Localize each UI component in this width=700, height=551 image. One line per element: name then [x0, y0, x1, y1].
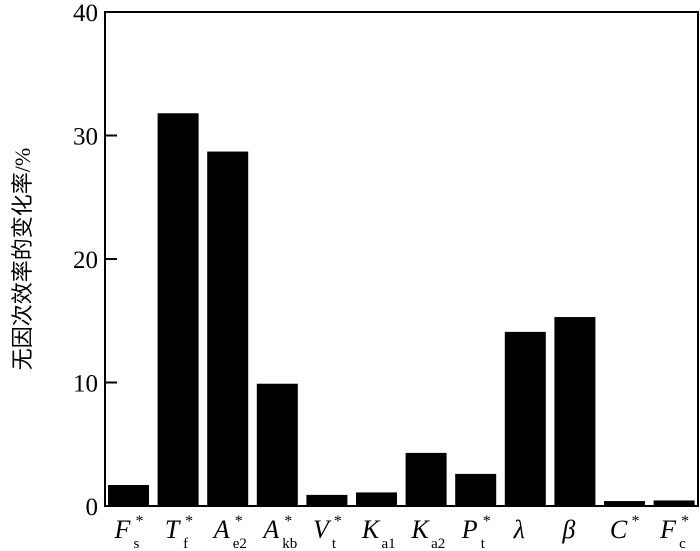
- y-tick-label: 20: [73, 247, 98, 274]
- svg-text:*: *: [185, 513, 193, 530]
- x-tick-label: F * c: [659, 513, 689, 551]
- svg-text:β: β: [561, 515, 575, 544]
- bar: [405, 452, 447, 506]
- bar: [604, 501, 645, 506]
- y-tick-label: 10: [73, 371, 98, 398]
- svg-text:K: K: [410, 515, 430, 544]
- bar: [256, 383, 298, 506]
- y-tick-label: 40: [73, 0, 98, 27]
- bar: [504, 331, 546, 506]
- bar: [157, 113, 199, 507]
- y-axis-label: 无因次效率的变化率/%: [10, 148, 35, 370]
- svg-text:t: t: [332, 536, 337, 551]
- svg-text:*: *: [284, 513, 292, 530]
- x-tick-label: λ: [513, 515, 525, 544]
- svg-text:*: *: [235, 513, 243, 530]
- svg-text:*: *: [483, 513, 491, 530]
- svg-text:F: F: [114, 515, 132, 544]
- bar: [653, 500, 695, 506]
- svg-text:A: A: [212, 515, 230, 544]
- svg-text:*: *: [681, 513, 689, 530]
- y-tick-label: 0: [86, 494, 99, 521]
- bar: [207, 151, 249, 506]
- svg-text:f: f: [183, 536, 188, 551]
- svg-text:kb: kb: [282, 536, 297, 551]
- svg-text:λ: λ: [513, 515, 525, 544]
- svg-text:t: t: [481, 536, 486, 551]
- svg-text:*: *: [632, 513, 640, 530]
- x-tick-label: β: [561, 515, 575, 544]
- bar: [356, 492, 397, 506]
- y-tick-label: 30: [73, 124, 98, 151]
- svg-text:K: K: [361, 515, 381, 544]
- svg-text:C: C: [610, 515, 628, 544]
- bar: [108, 485, 149, 506]
- x-tick-label: C *: [610, 513, 640, 544]
- svg-text:*: *: [136, 513, 144, 530]
- svg-text:e2: e2: [233, 536, 247, 551]
- x-tick-label: V * t: [313, 513, 342, 551]
- bar: [306, 494, 348, 506]
- x-tick-label: A * kb: [261, 513, 297, 551]
- x-tick-label: T * f: [165, 513, 193, 551]
- svg-text:c: c: [679, 536, 686, 551]
- x-tick-label: A * e2: [212, 513, 247, 551]
- x-tick-label: F * s: [114, 513, 144, 551]
- bar: [455, 473, 497, 506]
- svg-text:*: *: [334, 513, 342, 530]
- svg-text:s: s: [134, 536, 140, 551]
- svg-text:V: V: [313, 515, 332, 544]
- svg-text:F: F: [659, 515, 677, 544]
- svg-text:a1: a1: [382, 536, 396, 551]
- bar: [554, 317, 596, 506]
- svg-text:a2: a2: [431, 536, 445, 551]
- svg-text:T: T: [165, 515, 181, 544]
- svg-text:P: P: [461, 515, 478, 544]
- x-tick-label: P * t: [461, 513, 491, 551]
- svg-text:A: A: [261, 515, 279, 544]
